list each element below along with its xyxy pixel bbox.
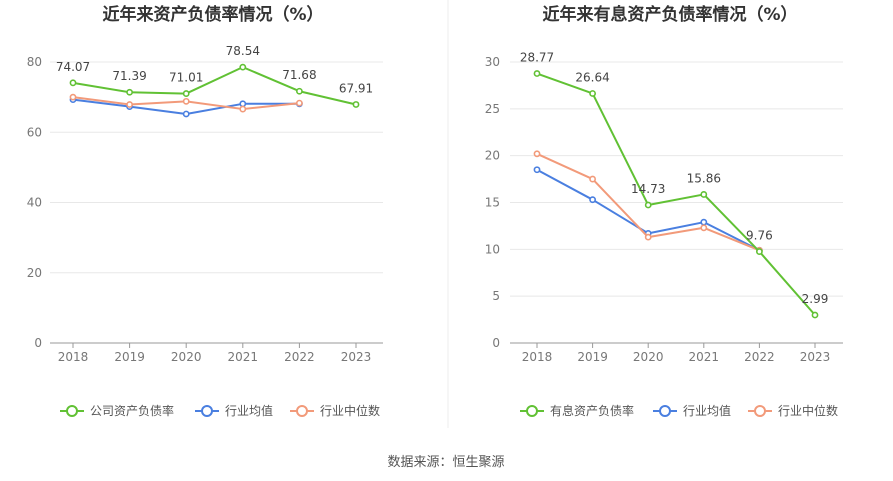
data-point-median <box>533 150 541 158</box>
legend-label: 有息资产负债率 <box>550 403 634 418</box>
data-point-avg <box>239 100 247 108</box>
chart-interest-bearing-debt-ratio: 近年来有息资产负债率情况（%） 0 5 10 15 20 25 30 2018 2019 2020… <box>485 4 843 418</box>
x-tick-label: 2022 <box>744 350 775 364</box>
data-point-avg <box>589 196 596 204</box>
data-point-median <box>182 97 190 105</box>
y-tick-label: 60 <box>27 125 42 139</box>
data-label: 71.39 <box>112 69 146 83</box>
data-label: 28.77 <box>520 51 554 65</box>
x-tick-label: 2021 <box>228 350 259 364</box>
y-tick-label: 80 <box>27 55 42 69</box>
x-tick-label: 2022 <box>284 350 315 364</box>
x-tick-label: 2020 <box>633 350 664 364</box>
y-tick-label: 15 <box>485 196 500 210</box>
y-tick-label: 5 <box>492 289 500 303</box>
legend-marker <box>754 405 766 417</box>
data-point-avg <box>533 166 541 174</box>
data-point-company <box>700 191 708 198</box>
data-point-median <box>644 233 652 241</box>
x-tick-label: 2019 <box>114 350 145 364</box>
series-line-company <box>536 72 816 316</box>
data-point-median <box>700 224 708 232</box>
legend-marker <box>66 405 78 417</box>
data-point-company <box>126 88 134 96</box>
data-point-company <box>756 248 763 255</box>
x-tick-label: 2018 <box>58 350 89 364</box>
data-point-company <box>352 101 360 108</box>
chart-title: 近年来资产负债率情况（%） <box>102 4 323 25</box>
legend-marker <box>201 405 213 417</box>
data-label: 67.91 <box>339 81 373 95</box>
data-point-company <box>239 63 247 71</box>
legend-marker <box>526 405 538 417</box>
data-label: 15.86 <box>687 171 721 185</box>
data-point-company <box>69 79 77 87</box>
x-tick-label: 2018 <box>522 350 553 364</box>
data-point-median <box>126 101 134 108</box>
series-line-company <box>72 66 357 106</box>
data-point-median <box>69 93 77 101</box>
y-tick-label: 40 <box>27 196 42 210</box>
y-tick-label: 20 <box>27 266 42 280</box>
data-label: 2.99 <box>802 292 829 306</box>
data-label: 78.54 <box>226 44 260 58</box>
data-label: 26.64 <box>575 70 609 84</box>
data-point-company <box>644 201 652 209</box>
x-tick-label: 2019 <box>577 350 608 364</box>
data-point-median <box>295 99 303 107</box>
y-tick-label: 10 <box>485 242 500 256</box>
data-label: 14.73 <box>631 182 665 196</box>
data-point-company <box>589 90 596 97</box>
y-tick-label: 25 <box>485 102 500 116</box>
data-point-avg <box>182 110 190 118</box>
data-label: 9.76 <box>746 229 773 243</box>
legend-label: 行业均值 <box>683 403 731 418</box>
chart-title: 近年来有息资产负债率情况（%） <box>542 4 797 25</box>
data-source: 数据来源：恒生聚源 <box>387 455 504 470</box>
data-label: 74.07 <box>56 60 90 74</box>
data-point-avg <box>700 218 708 226</box>
y-tick-label: 0 <box>492 336 500 350</box>
legend-label: 公司资产负债率 <box>90 403 174 418</box>
data-point-company <box>811 311 819 319</box>
legend-marker <box>659 405 671 417</box>
data-point-company <box>182 90 190 97</box>
data-label: 71.68 <box>282 68 316 82</box>
y-tick-label: 20 <box>485 149 500 163</box>
x-tick-label: 2020 <box>171 350 202 364</box>
chart-debt-ratio: 近年来资产负债率情况（%） 0 20 40 60 80 2018 2019 2020 2021 2… <box>27 4 383 418</box>
x-tick-label: 2021 <box>689 350 720 364</box>
data-point-median <box>239 105 247 113</box>
data-point-median <box>589 175 596 183</box>
legend-label: 行业均值 <box>225 403 273 418</box>
y-tick-label: 30 <box>485 55 500 69</box>
x-tick-label: 2023 <box>800 350 831 364</box>
legend-marker <box>296 405 308 417</box>
legend-label: 行业中位数 <box>778 403 838 418</box>
x-tick-label: 2023 <box>341 350 372 364</box>
y-tick-label: 0 <box>34 336 42 350</box>
data-label: 71.01 <box>169 71 203 85</box>
legend-label: 行业中位数 <box>320 403 380 418</box>
data-point-company <box>295 87 303 95</box>
data-point-company <box>533 70 541 77</box>
